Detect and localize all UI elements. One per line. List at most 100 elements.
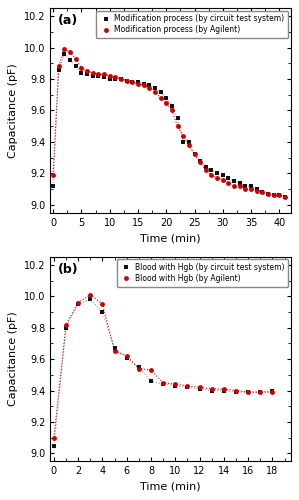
Modification process (by Agilent): [119, 76, 123, 82]
Modification process (by Agilent): [68, 50, 72, 56]
Blood with Hgb (by circuit test system): [198, 386, 202, 392]
Modification process (by circuit test system): [91, 73, 94, 79]
Modification process (by circuit test system): [215, 170, 219, 176]
Modification process (by Agilent): [142, 82, 145, 88]
Modification process (by Agilent): [266, 191, 270, 197]
Modification process (by Agilent): [244, 186, 247, 192]
Modification process (by Agilent): [114, 74, 117, 80]
Modification process (by circuit test system): [108, 76, 112, 82]
Legend: Modification process (by circuit test system), Modification process (by Agilent): Modification process (by circuit test sy…: [96, 10, 288, 38]
Blood with Hgb (by circuit test system): [64, 324, 68, 330]
Modification process (by Agilent): [261, 189, 264, 195]
Blood with Hgb (by circuit test system): [137, 364, 141, 370]
Modification process (by Agilent): [147, 86, 151, 91]
Modification process (by Agilent): [97, 72, 100, 78]
Modification process (by circuit test system): [142, 81, 145, 87]
Modification process (by circuit test system): [204, 164, 208, 170]
Y-axis label: Capacitance (pF): Capacitance (pF): [8, 312, 18, 406]
Modification process (by Agilent): [249, 186, 253, 192]
Line: Blood with Hgb (by circuit test system): Blood with Hgb (by circuit test system): [51, 297, 275, 448]
Blood with Hgb (by Agilent): [271, 389, 274, 395]
Legend: Blood with Hgb (by circuit test system), Blood with Hgb (by Agilent): Blood with Hgb (by circuit test system),…: [117, 259, 288, 287]
Modification process (by Agilent): [51, 172, 55, 178]
Modification process (by circuit test system): [130, 79, 134, 85]
Blood with Hgb (by circuit test system): [113, 345, 116, 351]
Modification process (by Agilent): [85, 68, 89, 74]
Blood with Hgb (by Agilent): [89, 292, 92, 298]
Modification process (by circuit test system): [193, 152, 196, 158]
Blood with Hgb (by circuit test system): [149, 378, 153, 384]
Modification process (by Agilent): [227, 180, 230, 186]
Modification process (by Agilent): [91, 70, 94, 76]
Modification process (by circuit test system): [85, 72, 89, 78]
Modification process (by circuit test system): [181, 139, 185, 145]
Modification process (by circuit test system): [136, 79, 140, 85]
Modification process (by Agilent): [57, 64, 60, 70]
Modification process (by circuit test system): [272, 192, 275, 198]
Blood with Hgb (by Agilent): [222, 386, 226, 392]
Blood with Hgb (by Agilent): [52, 434, 56, 440]
Modification process (by Agilent): [181, 132, 185, 138]
Modification process (by circuit test system): [125, 78, 128, 84]
Modification process (by Agilent): [232, 183, 236, 189]
Modification process (by Agilent): [159, 95, 162, 101]
Modification process (by circuit test system): [221, 172, 225, 178]
Modification process (by circuit test system): [238, 180, 242, 186]
Modification process (by Agilent): [272, 192, 275, 198]
Modification process (by Agilent): [221, 176, 225, 182]
Line: Blood with Hgb (by Agilent): Blood with Hgb (by Agilent): [51, 292, 275, 440]
X-axis label: Time (min): Time (min): [140, 482, 201, 492]
Modification process (by Agilent): [80, 65, 83, 71]
Modification process (by circuit test system): [283, 194, 287, 200]
Modification process (by circuit test system): [187, 139, 191, 145]
Blood with Hgb (by Agilent): [149, 367, 153, 373]
Blood with Hgb (by circuit test system): [210, 388, 213, 394]
Modification process (by Agilent): [283, 194, 287, 200]
Modification process (by circuit test system): [277, 192, 281, 198]
Text: (b): (b): [57, 263, 78, 276]
Modification process (by Agilent): [136, 81, 140, 87]
Modification process (by Agilent): [170, 108, 174, 114]
Modification process (by Agilent): [198, 160, 202, 166]
Modification process (by circuit test system): [249, 183, 253, 189]
Modification process (by circuit test system): [80, 70, 83, 76]
Modification process (by circuit test system): [261, 189, 264, 195]
Modification process (by Agilent): [277, 192, 281, 198]
Blood with Hgb (by circuit test system): [259, 389, 262, 395]
Modification process (by Agilent): [125, 78, 128, 84]
Blood with Hgb (by circuit test system): [52, 442, 56, 448]
Blood with Hgb (by Agilent): [246, 389, 250, 395]
Modification process (by circuit test system): [210, 167, 213, 173]
Blood with Hgb (by Agilent): [210, 386, 213, 392]
Modification process (by Agilent): [187, 142, 191, 148]
Modification process (by circuit test system): [255, 186, 259, 192]
Blood with Hgb (by Agilent): [113, 348, 116, 354]
Blood with Hgb (by Agilent): [234, 388, 238, 394]
X-axis label: Time (min): Time (min): [140, 233, 201, 243]
Modification process (by Agilent): [210, 172, 213, 178]
Modification process (by circuit test system): [114, 76, 117, 82]
Modification process (by circuit test system): [62, 51, 66, 57]
Y-axis label: Capacitance (pF): Capacitance (pF): [8, 63, 18, 158]
Modification process (by circuit test system): [57, 66, 60, 72]
Line: Modification process (by circuit test system): Modification process (by circuit test sy…: [51, 52, 287, 200]
Blood with Hgb (by Agilent): [125, 353, 129, 359]
Modification process (by Agilent): [164, 100, 168, 105]
Blood with Hgb (by Agilent): [76, 300, 80, 306]
Blood with Hgb (by Agilent): [64, 322, 68, 328]
Blood with Hgb (by Agilent): [259, 389, 262, 395]
Modification process (by Agilent): [108, 73, 112, 79]
Modification process (by circuit test system): [198, 158, 202, 164]
Modification process (by Agilent): [102, 72, 106, 78]
Modification process (by circuit test system): [176, 116, 179, 121]
Modification process (by Agilent): [255, 188, 259, 194]
Line: Modification process (by Agilent): Modification process (by Agilent): [51, 47, 287, 200]
Modification process (by circuit test system): [232, 178, 236, 184]
Blood with Hgb (by Agilent): [198, 384, 202, 390]
Modification process (by circuit test system): [244, 183, 247, 189]
Modification process (by circuit test system): [164, 95, 168, 101]
Modification process (by circuit test system): [119, 76, 123, 82]
Blood with Hgb (by Agilent): [137, 366, 141, 372]
Modification process (by circuit test system): [74, 64, 77, 70]
Modification process (by Agilent): [193, 152, 196, 158]
